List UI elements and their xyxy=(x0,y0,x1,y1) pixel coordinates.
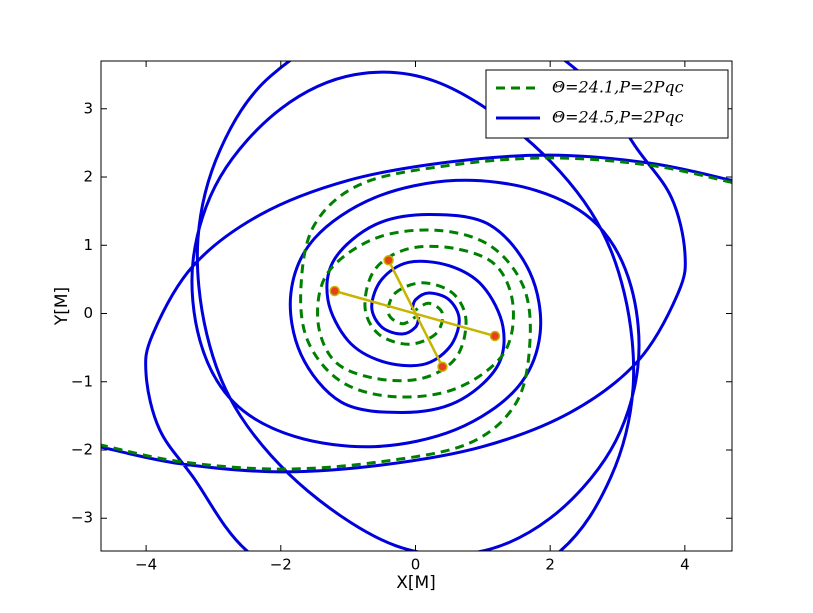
series-line xyxy=(101,61,732,551)
x-tick-label: 2 xyxy=(545,556,555,574)
y-tick-label: 1 xyxy=(83,236,93,254)
x-tick-label: −2 xyxy=(270,556,292,574)
legend-label: Θ=24.5,P=2Pqc xyxy=(552,108,684,127)
y-tick-label: 3 xyxy=(83,99,93,117)
x-tick-label: 4 xyxy=(680,556,690,574)
legend-box xyxy=(485,69,729,139)
body-marker xyxy=(489,330,501,342)
binary-separation xyxy=(334,289,496,338)
plot-area xyxy=(101,61,732,551)
x-axis-label: X[M] xyxy=(396,573,436,593)
x-tick-label: 0 xyxy=(411,556,421,574)
legend-label: Θ=24.1,P=2Pqc xyxy=(552,78,684,97)
body-marker xyxy=(383,255,394,266)
y-axis-label: Y[M] xyxy=(52,287,72,326)
body-marker xyxy=(329,285,340,297)
y-tick-label: −3 xyxy=(71,509,93,527)
body-marker xyxy=(437,361,448,372)
plot-frame xyxy=(100,60,733,552)
y-tick-label: −1 xyxy=(71,372,93,390)
y-tick-label: 0 xyxy=(83,304,93,322)
x-tick-label: −4 xyxy=(135,556,157,574)
series-line xyxy=(101,156,732,471)
y-tick-label: −2 xyxy=(71,440,93,458)
y-tick-label: 2 xyxy=(83,168,93,186)
